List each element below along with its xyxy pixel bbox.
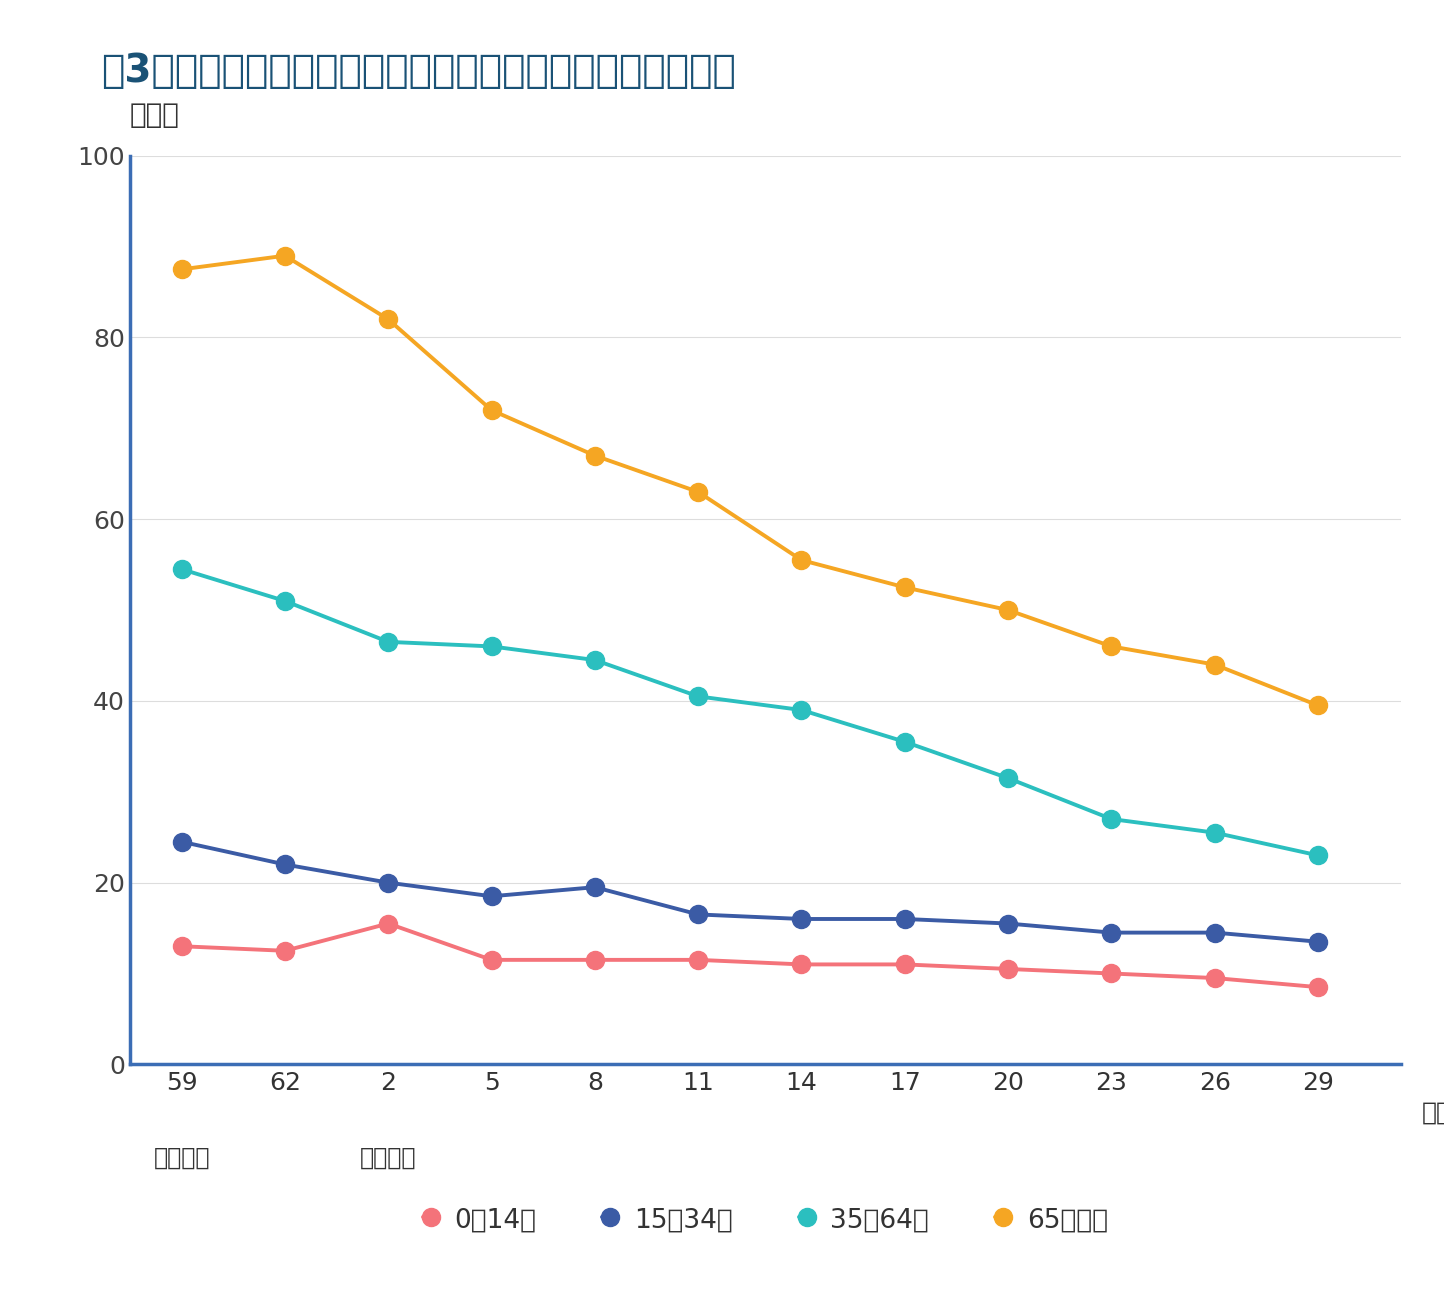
35～64歳 — [1206, 826, 1223, 841]
65歳以上 — [276, 248, 293, 263]
Line: 0～14歳: 0～14歳 — [173, 915, 1327, 996]
35～64歳 — [999, 770, 1017, 785]
Line: 15～34歳: 15～34歳 — [173, 833, 1327, 950]
15～34歳 — [689, 906, 706, 922]
65歳以上 — [689, 484, 706, 500]
15～34歳 — [1310, 935, 1327, 950]
Line: 35～64歳: 35～64歳 — [173, 561, 1327, 864]
35～64歳 — [793, 702, 810, 718]
15～34歳 — [793, 911, 810, 927]
Text: （日）: （日） — [130, 100, 180, 129]
65歳以上 — [482, 402, 500, 418]
65歳以上 — [793, 553, 810, 569]
Text: （年）: （年） — [1421, 1101, 1444, 1124]
0～14歳 — [1103, 966, 1121, 981]
0～14歳 — [793, 957, 810, 972]
0～14歳 — [689, 953, 706, 968]
65歳以上 — [173, 262, 191, 278]
0～14歳 — [1310, 979, 1327, 994]
65歳以上 — [1310, 698, 1327, 714]
15～34歳 — [276, 857, 293, 872]
35～64歳 — [1103, 811, 1121, 827]
65歳以上 — [1103, 639, 1121, 654]
15～34歳 — [482, 888, 500, 903]
35～64歳 — [276, 593, 293, 609]
Text: （昭和）: （昭和） — [153, 1146, 209, 1169]
0～14歳 — [586, 953, 604, 968]
35～64歳 — [689, 688, 706, 704]
15～34歳 — [173, 833, 191, 849]
15～34歳 — [586, 880, 604, 896]
0～14歳 — [1206, 970, 1223, 986]
35～64歳 — [897, 735, 914, 750]
15～34歳 — [999, 915, 1017, 931]
65歳以上 — [999, 602, 1017, 618]
35～64歳 — [586, 652, 604, 667]
0～14歳 — [276, 942, 293, 958]
15～34歳 — [1206, 924, 1223, 940]
65歳以上 — [380, 312, 397, 327]
35～64歳 — [173, 561, 191, 576]
65歳以上 — [1206, 657, 1223, 672]
Text: 図3　年齢階級別にみた退院患者の平均在院日数の年次推移: 図3 年齢階級別にみた退院患者の平均在院日数の年次推移 — [101, 52, 736, 90]
0～14歳 — [897, 957, 914, 972]
35～64歳 — [482, 639, 500, 654]
35～64歳 — [380, 633, 397, 649]
15～34歳 — [380, 875, 397, 890]
0～14歳 — [482, 953, 500, 968]
Text: （平成）: （平成） — [360, 1146, 416, 1169]
0～14歳 — [999, 961, 1017, 976]
Line: 65歳以上: 65歳以上 — [173, 247, 1327, 714]
65歳以上 — [897, 579, 914, 594]
Legend: 0～14歳, 15～34歳, 35～64歳, 65歳以上: 0～14歳, 15～34歳, 35～64歳, 65歳以上 — [412, 1195, 1119, 1243]
0～14歳 — [173, 938, 191, 954]
15～34歳 — [1103, 924, 1121, 940]
65歳以上 — [586, 448, 604, 463]
15～34歳 — [897, 911, 914, 927]
35～64歳 — [1310, 848, 1327, 863]
0～14歳 — [380, 915, 397, 931]
